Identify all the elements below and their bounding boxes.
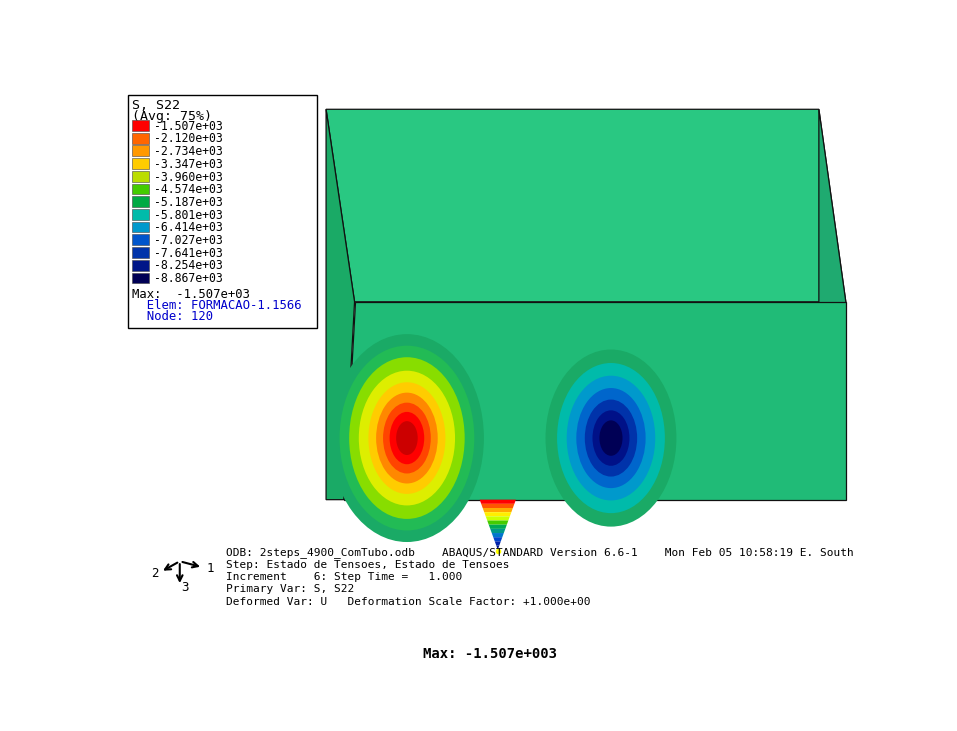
- Text: Deformed Var: U   Deformation Scale Factor: +1.000e+00: Deformed Var: U Deformation Scale Factor…: [226, 596, 590, 607]
- Text: Step: Estado de Tensoes, Estado de Tensoes: Step: Estado de Tensoes, Estado de Tenso…: [226, 560, 509, 569]
- Bar: [132, 158, 149, 169]
- Text: Elem: FORMACAO-1.1566: Elem: FORMACAO-1.1566: [132, 299, 301, 312]
- Text: -8.867e+03: -8.867e+03: [154, 272, 223, 285]
- Text: -2.734e+03: -2.734e+03: [154, 145, 223, 158]
- Polygon shape: [481, 504, 514, 508]
- Text: 1: 1: [207, 562, 214, 575]
- Ellipse shape: [585, 400, 637, 477]
- Ellipse shape: [592, 410, 630, 466]
- Bar: [132, 133, 149, 143]
- Text: -7.641e+03: -7.641e+03: [154, 247, 223, 260]
- Bar: [132, 145, 149, 156]
- Text: Node: 120: Node: 120: [132, 310, 213, 323]
- Bar: [132, 197, 149, 207]
- Polygon shape: [490, 529, 505, 533]
- Ellipse shape: [567, 376, 656, 501]
- Text: Increment    6: Step Time =   1.000: Increment 6: Step Time = 1.000: [226, 572, 462, 582]
- Text: ODB: 2steps_4900_ComTubo.odb    ABAQUS/STANDARD Version 6.6-1    Mon Feb 05 10:5: ODB: 2steps_4900_ComTubo.odb ABAQUS/STAN…: [226, 548, 854, 558]
- Ellipse shape: [340, 346, 475, 531]
- Bar: [132, 183, 149, 194]
- Bar: [132, 221, 149, 232]
- Polygon shape: [484, 512, 511, 516]
- Polygon shape: [326, 109, 846, 302]
- Ellipse shape: [599, 420, 622, 456]
- Text: -3.960e+03: -3.960e+03: [154, 170, 223, 183]
- Text: S, S22: S, S22: [132, 99, 180, 113]
- Polygon shape: [482, 508, 513, 512]
- Text: -1.507e+03: -1.507e+03: [154, 120, 223, 133]
- Bar: [128, 96, 317, 327]
- Polygon shape: [493, 537, 502, 542]
- Text: -8.254e+03: -8.254e+03: [154, 260, 223, 273]
- Text: -7.027e+03: -7.027e+03: [154, 234, 223, 247]
- Ellipse shape: [557, 363, 665, 513]
- Ellipse shape: [383, 403, 431, 474]
- Polygon shape: [492, 533, 503, 537]
- Text: Max: -1.507e+003: Max: -1.507e+003: [423, 647, 557, 661]
- Text: -6.414e+03: -6.414e+03: [154, 221, 223, 235]
- Bar: [132, 171, 149, 182]
- Polygon shape: [497, 545, 500, 550]
- Text: -4.574e+03: -4.574e+03: [154, 183, 223, 196]
- Polygon shape: [326, 109, 354, 500]
- Polygon shape: [487, 520, 508, 525]
- Polygon shape: [479, 500, 516, 504]
- Text: 3: 3: [181, 580, 189, 594]
- Ellipse shape: [576, 388, 646, 488]
- Ellipse shape: [349, 357, 465, 519]
- Text: (Avg: 75%): (Avg: 75%): [132, 110, 212, 123]
- Polygon shape: [495, 542, 501, 545]
- Bar: [132, 260, 149, 270]
- Text: 2: 2: [151, 567, 159, 580]
- Polygon shape: [489, 525, 507, 529]
- Ellipse shape: [376, 393, 437, 483]
- Ellipse shape: [359, 371, 455, 505]
- Polygon shape: [344, 302, 846, 500]
- Ellipse shape: [545, 349, 677, 526]
- Ellipse shape: [389, 412, 424, 464]
- Ellipse shape: [396, 421, 417, 455]
- Bar: [132, 235, 149, 245]
- Text: Max:  -1.507e+03: Max: -1.507e+03: [132, 288, 250, 301]
- Text: -3.347e+03: -3.347e+03: [154, 158, 223, 171]
- Bar: [132, 120, 149, 131]
- Text: Primary Var: S, S22: Primary Var: S, S22: [226, 584, 354, 594]
- Text: -5.187e+03: -5.187e+03: [154, 196, 223, 209]
- Polygon shape: [819, 109, 846, 500]
- Bar: [132, 247, 149, 258]
- Ellipse shape: [330, 334, 484, 542]
- Ellipse shape: [368, 382, 445, 494]
- Text: -5.801e+03: -5.801e+03: [154, 208, 223, 221]
- Bar: [132, 209, 149, 220]
- Text: -2.120e+03: -2.120e+03: [154, 132, 223, 145]
- Polygon shape: [486, 516, 510, 520]
- Bar: [132, 273, 149, 284]
